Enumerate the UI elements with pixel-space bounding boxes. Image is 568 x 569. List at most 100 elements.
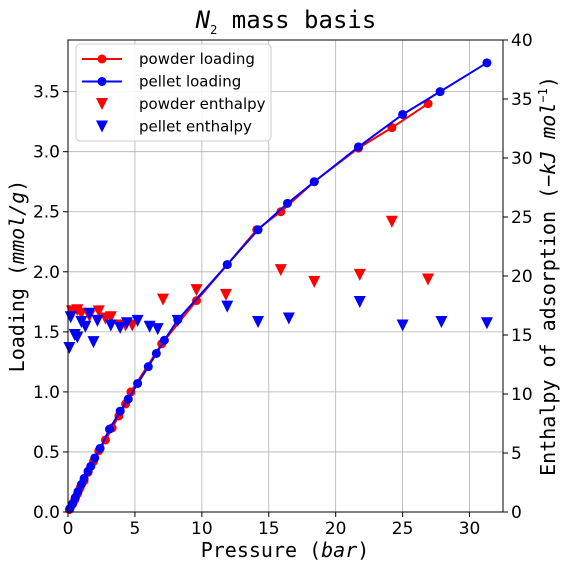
y-tick-label: 1.5	[33, 323, 60, 343]
y2-tick-label: 30	[511, 149, 533, 169]
legend-marker	[97, 77, 107, 86]
y2-axis-label: Enthalpy of adsorption (−kJ mol−1)	[536, 76, 560, 476]
legend-item-pellet-loading: pellet loading	[82, 73, 241, 91]
pellet-enthalpy-point	[353, 295, 366, 308]
y2-tick-label: 35	[511, 90, 533, 110]
pellet-loading-point	[309, 177, 319, 187]
y2-tick-label: 40	[511, 31, 533, 51]
legend-box	[75, 43, 272, 142]
y2-tick-label: 5	[511, 444, 522, 464]
x-tick-label: 10	[191, 519, 213, 539]
powder-enthalpy-point	[157, 293, 170, 306]
powder-loading-line	[68, 102, 429, 511]
pellet-loading-point	[353, 142, 363, 152]
legend-item-pellet-enthalpy: pellet enthalpy	[96, 118, 252, 136]
pellet-loading-point	[151, 348, 161, 358]
pellet-loading-point	[95, 443, 105, 453]
pellet-enthalpy-point	[114, 321, 127, 334]
legend-marker	[97, 54, 107, 64]
legend-label: powder enthalpy	[139, 95, 266, 113]
powder-enthalpy-point	[104, 311, 117, 324]
powder-loading-point	[276, 207, 286, 217]
y2-tick-label: 0	[511, 503, 522, 523]
legend-label: powder loading	[139, 50, 255, 68]
pellet-enthalpy-point	[64, 311, 77, 324]
legend-marker	[96, 98, 108, 110]
x-ticks: 0 5 10 15 20 25 30	[63, 512, 481, 539]
pellet-loading-point	[73, 487, 83, 497]
pellet-enthalpy-point	[282, 312, 295, 325]
series-layer	[63, 58, 493, 515]
pellet-enthalpy-point	[151, 323, 164, 336]
y2-tick-label: 15	[511, 326, 533, 346]
powder-enthalpy-point	[353, 268, 366, 281]
y-tick-label: 2.5	[33, 203, 60, 223]
x-axis-label: Pressure (bar)	[201, 538, 370, 562]
pellet-loading-point	[143, 362, 153, 372]
pellet-enthalpy-point	[435, 316, 448, 329]
powder-enthalpy-point	[422, 273, 435, 286]
pellet-loading-point	[398, 109, 408, 119]
pellet-enthalpy-point	[79, 320, 92, 333]
x-tick-label: 20	[325, 519, 347, 539]
x-tick-label: 5	[130, 519, 141, 539]
pellet-loading-point	[283, 198, 293, 208]
pellet-enthalpy-point	[91, 314, 104, 327]
y-axis-label: Loading (mmol/g)	[5, 180, 29, 373]
pellet-enthalpy-point	[87, 336, 100, 349]
chart-title: N2 mass basis	[195, 6, 377, 37]
legend-item-powder-enthalpy: powder enthalpy	[96, 95, 266, 113]
pellet-enthalpy-point	[63, 341, 76, 354]
pellet-enthalpy-point	[221, 300, 234, 313]
pellet-enthalpy-point	[396, 319, 409, 332]
y2-tick-label: 10	[511, 385, 533, 405]
series-pellet-enthalpy	[63, 295, 493, 354]
pellet-enthalpy-point	[104, 319, 117, 332]
pellet-loading-point	[104, 424, 114, 434]
powder-enthalpy-point	[92, 305, 105, 318]
pellet-enthalpy-point	[480, 317, 493, 330]
y-ticks: 0.0 0.5 1.0 1.5 2.0 2.5 3.0 3.5	[33, 83, 68, 523]
series-powder-enthalpy	[66, 215, 435, 332]
legend-label: pellet loading	[139, 73, 241, 91]
pellet-enthalpy-point	[252, 316, 265, 329]
y-tick-label: 2.0	[33, 263, 60, 283]
legend-label: pellet enthalpy	[139, 118, 252, 136]
legend-marker	[96, 120, 108, 133]
powder-enthalpy-point	[219, 288, 232, 301]
powder-enthalpy-point	[308, 275, 321, 288]
pellet-enthalpy-point	[83, 307, 96, 320]
y-tick-label: 3.5	[33, 83, 60, 103]
legend-item-powder-loading: powder loading	[82, 50, 255, 68]
pellet-loading-point	[482, 58, 492, 68]
y-tick-label: 3.0	[33, 143, 60, 163]
y2-tick-label: 25	[511, 208, 533, 228]
pellet-loading-point	[86, 461, 96, 471]
x-tick-label: 25	[392, 519, 414, 539]
pellet-loading-point	[222, 260, 232, 270]
pellet-loading-point	[123, 394, 133, 404]
pellet-loading-point	[159, 335, 169, 345]
legend: powder loading pellet loading powder entha…	[75, 43, 272, 142]
pellet-loading-point	[435, 87, 445, 97]
pellet-loading-point	[90, 453, 100, 463]
x-tick-label: 15	[258, 519, 280, 539]
y-tick-label: 1.0	[33, 383, 60, 403]
pellet-loading-point	[253, 225, 263, 235]
x-tick-label: 0	[63, 519, 74, 539]
powder-loading-point	[387, 123, 397, 133]
pellet-loading-point	[115, 406, 125, 416]
pellet-loading-point	[79, 473, 89, 483]
powder-enthalpy-point	[274, 264, 287, 277]
pellet-loading-point	[133, 378, 143, 388]
x-tick-label: 30	[459, 519, 481, 539]
y-tick-label: 0.0	[33, 503, 60, 523]
pellet-enthalpy-point	[71, 331, 84, 344]
y2-tick-label: 20	[511, 267, 533, 287]
pellet-enthalpy-point	[131, 314, 144, 327]
pellet-enthalpy-point	[171, 314, 184, 327]
powder-enthalpy-point	[385, 215, 398, 228]
powder-enthalpy-point	[190, 284, 203, 297]
y-tick-label: 0.5	[33, 443, 60, 463]
